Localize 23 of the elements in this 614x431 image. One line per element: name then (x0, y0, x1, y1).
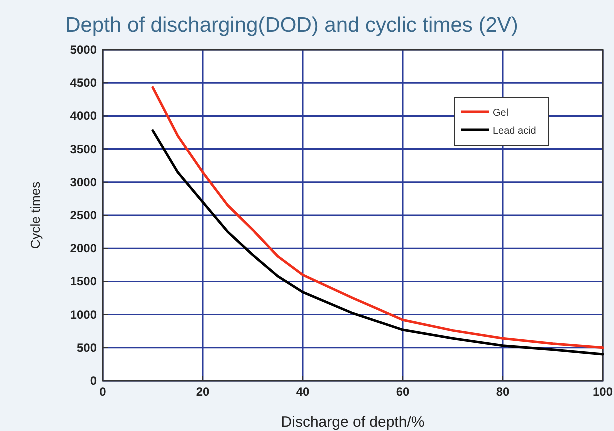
y-tick-label: 1000 (70, 308, 98, 322)
chart-title: Depth of discharging(DOD) and cyclic times (2V) (66, 14, 518, 37)
y-axis-title: Cycle times (28, 181, 43, 250)
y-tick-label: 1500 (70, 274, 98, 289)
y-tick-label: 2000 (70, 242, 98, 256)
legend-label: Lead acid (493, 126, 536, 137)
legend-label: Gel (493, 108, 509, 119)
line-series (152, 86, 604, 350)
y-tick-label: 4500 (70, 76, 98, 90)
y-tick-label: 2500 (70, 208, 98, 222)
x-tick-label: 40 (296, 385, 310, 399)
x-tick-label: 80 (496, 385, 510, 399)
x-tick-label: 20 (196, 385, 210, 399)
y-tick-label: 5000 (70, 43, 98, 57)
y-tick-label: 3000 (70, 175, 98, 190)
y-tick-label: 500 (76, 340, 98, 355)
x-tick-label: 60 (396, 385, 410, 399)
y-tick-label: 3500 (70, 142, 98, 156)
y-tick-label: 4000 (70, 109, 98, 124)
x-tick-label: 100 (592, 385, 614, 399)
x-tick-label: 0 (100, 385, 107, 399)
x-axis-title: Discharge of depth/% (281, 414, 425, 431)
y-tick-label: 0 (90, 374, 98, 388)
